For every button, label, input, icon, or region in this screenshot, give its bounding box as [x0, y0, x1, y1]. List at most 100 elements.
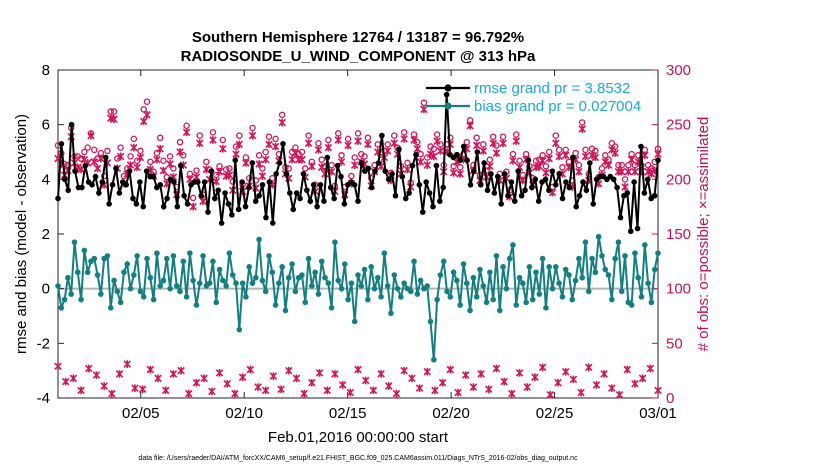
- obs-low-point: [169, 370, 178, 378]
- obs-possible-point: [509, 150, 517, 158]
- rmse-point: [96, 190, 102, 196]
- obs-assimilated-point: [278, 118, 286, 127]
- obs-low-point: [600, 370, 608, 378]
- obs-assimilated-point: [390, 139, 399, 148]
- rmse-point: [276, 160, 283, 166]
- rmse-point: [627, 228, 634, 235]
- obs-assimilated-point: [235, 140, 244, 149]
- bias-point: [569, 296, 576, 303]
- rmse-point: [65, 187, 72, 194]
- obs-possible-point: [499, 133, 507, 140]
- rmse-point: [307, 198, 314, 204]
- bias-point: [622, 253, 628, 259]
- obs-assimilated-point: [410, 136, 418, 144]
- obs-low-point: [361, 376, 370, 385]
- obs-possible-point: [338, 152, 345, 159]
- rmse-point: [457, 157, 464, 163]
- bias-point: [549, 285, 556, 292]
- y-tick-label-left: -2: [37, 335, 50, 352]
- bias-point: [427, 318, 434, 325]
- rmse-point: [638, 143, 644, 150]
- obs-possible-point: [559, 164, 566, 171]
- bias-point: [140, 294, 147, 300]
- bias-point: [246, 264, 253, 270]
- obs-possible-point: [618, 161, 625, 169]
- bias-point: [266, 253, 272, 259]
- bias-point: [450, 269, 457, 276]
- bias-point: [68, 291, 74, 297]
- obs-assimilated-point: [420, 105, 428, 114]
- obs-low-point: [77, 386, 85, 395]
- bias-point: [157, 283, 163, 289]
- rmse-point: [471, 168, 477, 174]
- obs-assimilated-point: [512, 137, 521, 145]
- obs-possible-point: [315, 140, 322, 147]
- bias-point: [345, 296, 351, 303]
- obs-assimilated-point: [248, 131, 257, 140]
- x-tick-label: 03/01: [639, 405, 677, 422]
- obs-possible-point: [572, 149, 579, 157]
- obs-assimilated-point: [631, 167, 639, 176]
- obs-possible-point: [269, 174, 276, 182]
- obs-assimilated-point: [350, 161, 359, 169]
- bias-point: [529, 296, 536, 303]
- bias-point: [401, 280, 407, 287]
- obs-low-point: [423, 367, 431, 376]
- rmse-point: [587, 160, 593, 166]
- bias-point: [223, 283, 229, 289]
- obs-low-point: [254, 383, 262, 391]
- bias-point: [602, 266, 609, 273]
- bias-point: [599, 253, 605, 259]
- obs-possible-point: [598, 165, 606, 172]
- obs-possible-point: [278, 111, 286, 119]
- bias-point: [434, 296, 440, 303]
- y-tick-label-left: 8: [42, 62, 50, 79]
- y-tick-label-left: 4: [42, 171, 50, 188]
- rmse-point: [232, 157, 239, 163]
- rmse-point: [225, 201, 232, 207]
- obs-assimilated-point: [308, 162, 316, 171]
- obs-low-point: [638, 374, 647, 383]
- series-bias: [55, 233, 661, 363]
- obs-possible-point: [608, 140, 616, 147]
- x-tick-label: 02/20: [432, 405, 470, 422]
- rmse-point: [157, 182, 164, 188]
- obs-low-point: [608, 384, 616, 392]
- rmse-point: [358, 160, 365, 166]
- rmse-point: [385, 176, 392, 183]
- obs-possible-point: [483, 167, 490, 174]
- bias-point: [460, 261, 467, 267]
- obs-assimilated-point: [324, 143, 333, 152]
- rmse-point: [440, 184, 447, 191]
- obs-possible-point: [480, 141, 487, 148]
- obs-possible-point: [391, 132, 398, 139]
- obs-assimilated-point: [627, 155, 636, 164]
- bias-point: [609, 296, 615, 303]
- bias-point: [272, 302, 279, 308]
- obs-low-point: [231, 389, 239, 398]
- rmse-point: [491, 190, 498, 196]
- bias-point: [236, 326, 243, 333]
- rmse-point: [82, 162, 89, 169]
- obs-low-point: [54, 362, 62, 371]
- obs-possible-point: [344, 135, 352, 143]
- legend-label-bias: bias grand pr = 0.027004: [474, 98, 641, 115]
- obs-low-point: [108, 389, 116, 398]
- rmse-point: [317, 182, 324, 188]
- bias-point: [325, 280, 332, 287]
- obs-possible-point: [420, 99, 428, 107]
- obs-possible-point: [196, 132, 204, 139]
- obs-assimilated-point: [199, 197, 207, 206]
- bias-point: [190, 277, 196, 284]
- rmse-point: [212, 195, 218, 202]
- rmse-point: [252, 198, 259, 204]
- bias-point: [259, 277, 266, 284]
- obs-assimilated-point: [93, 164, 102, 173]
- bias-point: [506, 255, 513, 262]
- rmse-point: [171, 179, 177, 185]
- rmse-point: [426, 190, 433, 196]
- bias-point: [635, 274, 642, 281]
- bias-point: [539, 255, 546, 262]
- bias-point: [315, 291, 322, 297]
